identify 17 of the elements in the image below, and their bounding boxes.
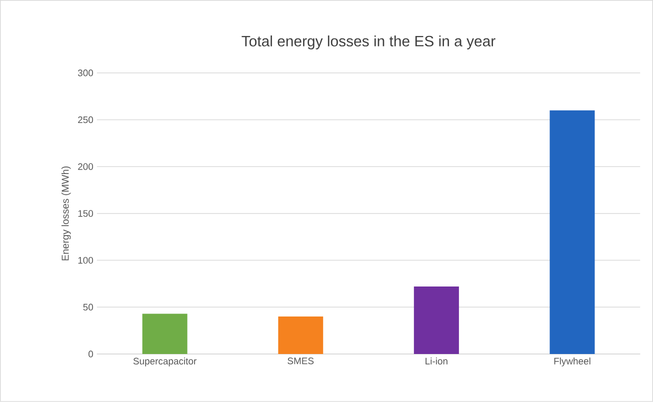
y-tick-label: 300 xyxy=(78,70,94,76)
y-tick-label: 50 xyxy=(83,304,94,311)
x-tick-label: Supercapacitor xyxy=(133,358,196,366)
bar xyxy=(414,286,459,354)
chart-title: Total energy losses in the ES in a year xyxy=(242,36,496,50)
bar xyxy=(550,110,595,354)
bar xyxy=(278,316,324,354)
bar xyxy=(142,314,188,354)
y-tick-label: 200 xyxy=(78,163,94,170)
x-tick-label: Flywheel xyxy=(554,358,590,366)
y-tick-label: 100 xyxy=(78,257,94,264)
y-tick-label: 250 xyxy=(78,116,94,124)
y-axis-title: Energy losses (MWh) xyxy=(61,166,71,260)
x-tick-label: Li-ion xyxy=(426,358,448,365)
x-tick-label: SMES xyxy=(288,358,314,364)
y-tick-label: 0 xyxy=(88,350,94,358)
y-tick-label: 150 xyxy=(78,210,94,217)
